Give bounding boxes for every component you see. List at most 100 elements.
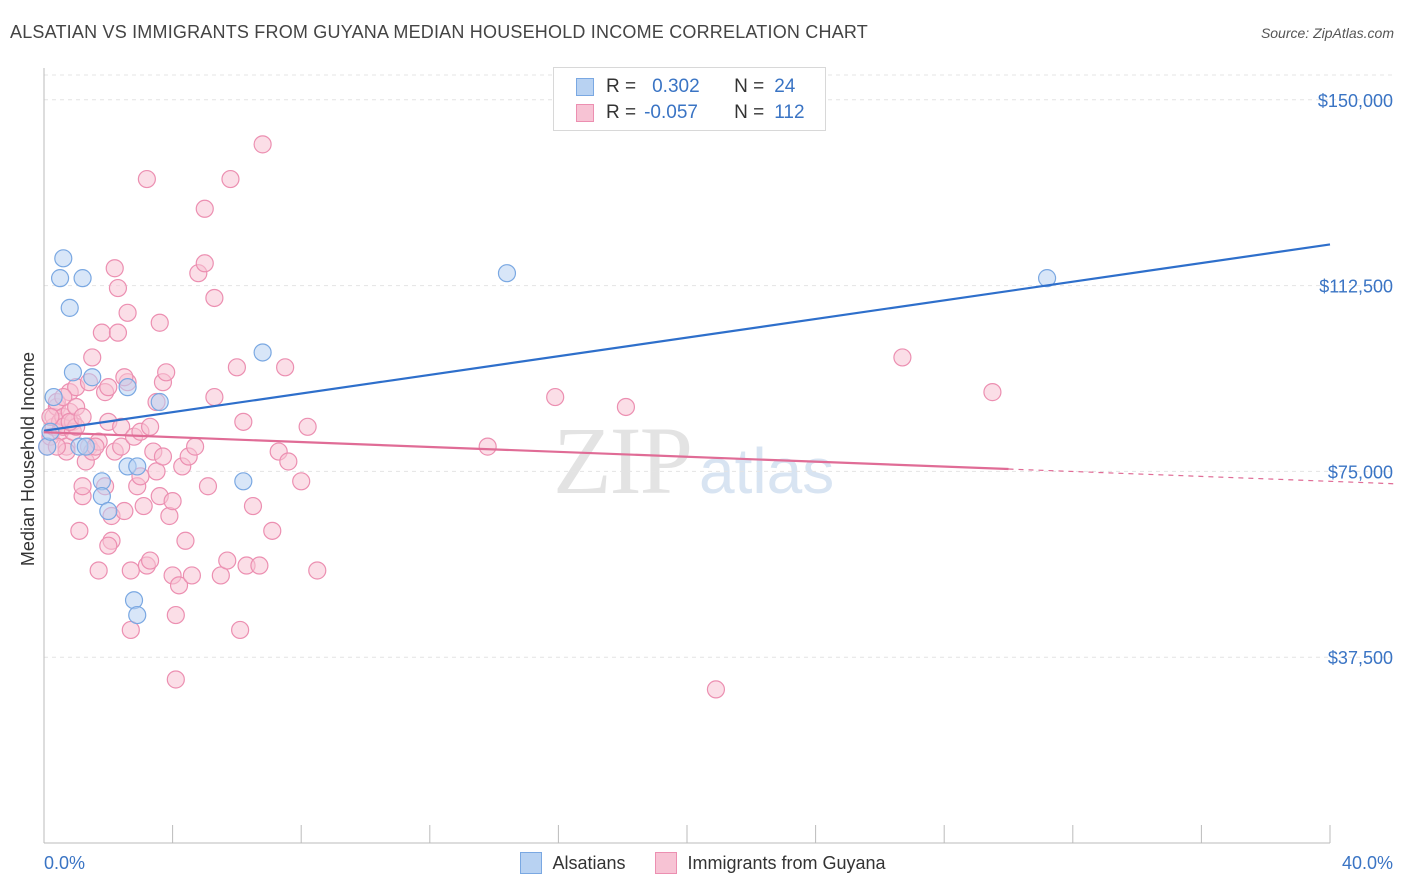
legend-swatch-blue: [520, 852, 543, 874]
data-point-guyana: [221, 169, 240, 189]
data-point-alsatians: [63, 363, 83, 382]
data-point-guyana: [298, 417, 317, 436]
watermark: ZIP atlas: [553, 405, 834, 516]
data-point-guyana: [73, 407, 92, 426]
data-point-guyana: [140, 417, 160, 436]
legend-n-key: N =: [734, 102, 765, 123]
x-tick-label: 40.0%: [1342, 853, 1393, 873]
data-point-guyana: [118, 303, 137, 322]
legend-n-key: N =: [734, 76, 765, 97]
legend-label: Alsatians: [552, 852, 626, 873]
data-point-guyana: [243, 496, 263, 516]
data-point-guyana: [279, 452, 298, 471]
trend-line-guyana-extension: [1008, 468, 1395, 485]
series-legend: Alsatians Immigrants from Guyana: [0, 852, 1406, 874]
legend-r-value: 0.302: [652, 76, 700, 97]
legend-n-value: 112: [774, 102, 805, 123]
data-point-alsatians: [150, 392, 169, 412]
chart-title: ALSATIAN VS IMMIGRANTS FROM GUYANA MEDIA…: [10, 22, 868, 42]
data-point-guyana: [616, 397, 636, 417]
data-point-guyana: [83, 348, 102, 367]
data-point-guyana: [150, 313, 169, 332]
data-point-guyana: [276, 358, 295, 377]
data-point-alsatians: [54, 249, 73, 268]
data-point-guyana: [198, 477, 218, 496]
data-point-guyana: [250, 556, 269, 575]
legend-swatch-blue: [576, 78, 594, 96]
data-point-guyana: [99, 536, 118, 555]
data-point-guyana: [121, 561, 140, 580]
data-point-guyana: [218, 551, 237, 570]
legend-swatch-pink: [576, 104, 594, 122]
x-tick-label: 0.0%: [44, 853, 85, 873]
data-point-guyana: [253, 135, 272, 154]
legend-item-alsatians: Alsatians: [520, 852, 625, 874]
data-point-guyana: [176, 531, 195, 550]
y-tick-label: $37,500: [1328, 648, 1393, 668]
series-immigrants-from-guyana: [38, 135, 1002, 699]
watermark-zip: ZIP: [553, 407, 693, 514]
data-point-guyana: [166, 605, 185, 625]
data-point-guyana: [92, 323, 111, 342]
data-point-alsatians: [234, 472, 253, 491]
data-point-guyana: [140, 551, 160, 570]
data-point-alsatians: [73, 269, 92, 288]
data-point-alsatians: [99, 501, 118, 521]
axes: [43, 68, 1331, 844]
data-point-guyana: [112, 437, 131, 456]
data-point-alsatians: [44, 387, 63, 407]
data-point-guyana: [115, 501, 134, 521]
data-point-guyana: [195, 254, 214, 273]
y-tick-label: $150,000: [1318, 91, 1393, 111]
data-point-guyana: [182, 566, 201, 585]
data-point-guyana: [99, 378, 118, 397]
data-point-alsatians: [76, 437, 95, 456]
data-point-alsatians: [50, 269, 70, 288]
data-point-guyana: [292, 472, 311, 491]
data-point-guyana: [478, 437, 497, 456]
data-point-guyana: [205, 288, 224, 308]
data-point-guyana: [186, 437, 205, 456]
axis-labels: $37,500 $75,000 $112,500 $150,000 0.0% 40.0% M…: [18, 91, 1393, 873]
data-point-guyana: [73, 477, 92, 496]
legend-row-guyana: R = -0.057 N = 112: [576, 101, 805, 125]
data-point-guyana: [105, 259, 124, 278]
data-point-alsatians: [497, 264, 517, 283]
data-point-guyana: [137, 169, 156, 189]
data-point-alsatians: [128, 457, 147, 476]
data-point-guyana: [160, 506, 179, 526]
y-tick-label: $112,500: [1319, 277, 1393, 297]
legend-n-value: 24: [774, 76, 796, 97]
data-point-alsatians: [124, 591, 144, 610]
y-axis-title: Median Household Income: [18, 352, 38, 566]
data-point-guyana: [169, 576, 189, 595]
data-point-guyana: [263, 521, 282, 540]
trend-lines: [43, 243, 1395, 485]
y-tick-label: $75,000: [1328, 462, 1393, 482]
data-point-alsatians: [118, 378, 137, 397]
data-point-guyana: [227, 358, 246, 377]
data-point-guyana: [546, 387, 565, 407]
legend-swatch-pink: [655, 852, 678, 874]
legend-row-alsatians: R = 0.302 N = 24: [576, 75, 795, 99]
trend-line-alsatians: [43, 243, 1331, 432]
data-point-guyana: [983, 383, 1002, 402]
data-point-guyana: [706, 680, 726, 699]
data-point-guyana: [163, 492, 182, 511]
data-point-guyana: [153, 447, 173, 466]
legend-r-value: -0.057: [644, 102, 698, 123]
legend-item-guyana: Immigrants from Guyana: [655, 852, 886, 874]
data-point-alsatians: [253, 343, 272, 362]
data-point-guyana: [166, 670, 185, 689]
data-point-guyana: [89, 561, 108, 580]
data-point-alsatians: [1037, 269, 1057, 288]
trend-line-guyana: [43, 431, 1009, 471]
data-point-alsatians: [38, 437, 57, 456]
series-alsatians: [38, 249, 1057, 625]
data-point-alsatians: [60, 298, 79, 317]
data-point-guyana: [234, 412, 253, 431]
source-credit: Source: ZipAtlas.com: [1260, 25, 1394, 41]
data-point-alsatians: [128, 605, 147, 625]
data-point-alsatians: [83, 368, 102, 387]
